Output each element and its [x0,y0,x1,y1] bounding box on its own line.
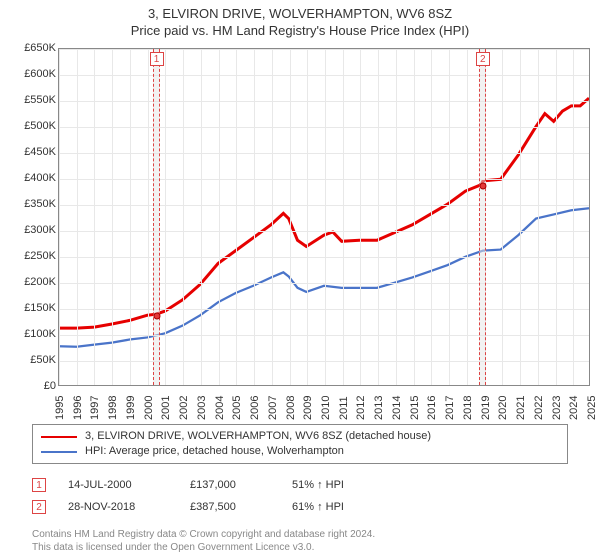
gridline-v [183,49,184,385]
gridline-h [59,205,589,206]
event-number-box: 2 [32,500,46,514]
event-number-box: 1 [32,478,46,492]
gridline-v [254,49,255,385]
y-axis-label: £200K [6,276,56,288]
credits-line: Contains HM Land Registry data © Crown c… [32,528,568,541]
chart-title: 3, ELVIRON DRIVE, WOLVERHAMPTON, WV6 8SZ [0,6,600,21]
gridline-v [396,49,397,385]
price-marker [479,182,486,189]
y-axis-label: £400K [6,172,56,184]
gridline-h [59,179,589,180]
y-axis-label: £250K [6,250,56,262]
chart-title-block: 3, ELVIRON DRIVE, WOLVERHAMPTON, WV6 8SZ… [0,0,600,40]
gridline-v [148,49,149,385]
gridline-v [556,49,557,385]
gridline-h [59,153,589,154]
y-axis-label: £550K [6,94,56,106]
highlight-band [153,49,160,385]
highlight-band [479,49,486,385]
gridline-h [59,361,589,362]
credits-block: Contains HM Land Registry data © Crown c… [32,528,568,554]
gridline-v [112,49,113,385]
plot-area: 12 [58,48,590,386]
legend-item: 3, ELVIRON DRIVE, WOLVERHAMPTON, WV6 8SZ… [41,429,559,444]
highlight-label: 2 [476,52,490,66]
legend-item: HPI: Average price, detached house, Wolv… [41,444,559,459]
event-date: 14-JUL-2000 [68,479,168,491]
x-axis-label: 2025 [586,396,600,420]
gridline-v [449,49,450,385]
chart-area: 12 £0£50K£100K£150K£200K£250K£300K£350K£… [6,48,594,420]
gridline-v [77,49,78,385]
legend-swatch [41,451,77,453]
gridline-v [520,49,521,385]
gridline-h [59,335,589,336]
event-date: 28-NOV-2018 [68,501,168,513]
gridline-v [431,49,432,385]
gridline-h [59,101,589,102]
gridline-v [201,49,202,385]
gridline-v [378,49,379,385]
gridline-v [219,49,220,385]
gridline-h [59,257,589,258]
gridline-v [236,49,237,385]
gridline-v [343,49,344,385]
event-price: £137,000 [190,479,270,491]
gridline-h [59,231,589,232]
legend-swatch [41,436,77,438]
series-line [59,98,589,328]
gridline-v [467,49,468,385]
y-axis-label: £650K [6,42,56,54]
gridline-v [538,49,539,385]
y-axis-label: £500K [6,120,56,132]
event-table: 1 14-JUL-2000 £137,000 51% ↑ HPI 2 28-NO… [32,468,568,524]
y-axis-label: £50K [6,354,56,366]
credits-line: This data is licensed under the Open Gov… [32,541,568,554]
gridline-h [59,49,589,50]
series-line [59,208,589,347]
gridline-h [59,127,589,128]
gridline-h [59,75,589,76]
event-row: 2 28-NOV-2018 £387,500 61% ↑ HPI [32,496,568,518]
gridline-v [502,49,503,385]
gridline-v [130,49,131,385]
highlight-label: 1 [150,52,164,66]
y-axis-label: £600K [6,68,56,80]
event-pct: 61% ↑ HPI [292,501,344,513]
y-axis-label: £300K [6,224,56,236]
legend-label: HPI: Average price, detached house, Wolv… [85,444,344,459]
y-axis-label: £450K [6,146,56,158]
gridline-v [307,49,308,385]
gridline-v [360,49,361,385]
gridline-v [272,49,273,385]
y-axis-label: £0 [6,380,56,392]
gridline-v [414,49,415,385]
legend-box: 3, ELVIRON DRIVE, WOLVERHAMPTON, WV6 8SZ… [32,424,568,464]
gridline-h [59,283,589,284]
event-pct: 51% ↑ HPI [292,479,344,491]
gridline-v [59,49,60,385]
event-price: £387,500 [190,501,270,513]
gridline-v [573,49,574,385]
price-marker [153,312,160,319]
chart-subtitle: Price paid vs. HM Land Registry's House … [0,23,600,38]
gridline-h [59,309,589,310]
gridline-v [94,49,95,385]
gridline-v [290,49,291,385]
y-axis-label: £100K [6,328,56,340]
gridline-v [325,49,326,385]
y-axis-label: £150K [6,302,56,314]
gridline-v [165,49,166,385]
legend-label: 3, ELVIRON DRIVE, WOLVERHAMPTON, WV6 8SZ… [85,429,431,444]
y-axis-label: £350K [6,198,56,210]
event-row: 1 14-JUL-2000 £137,000 51% ↑ HPI [32,474,568,496]
